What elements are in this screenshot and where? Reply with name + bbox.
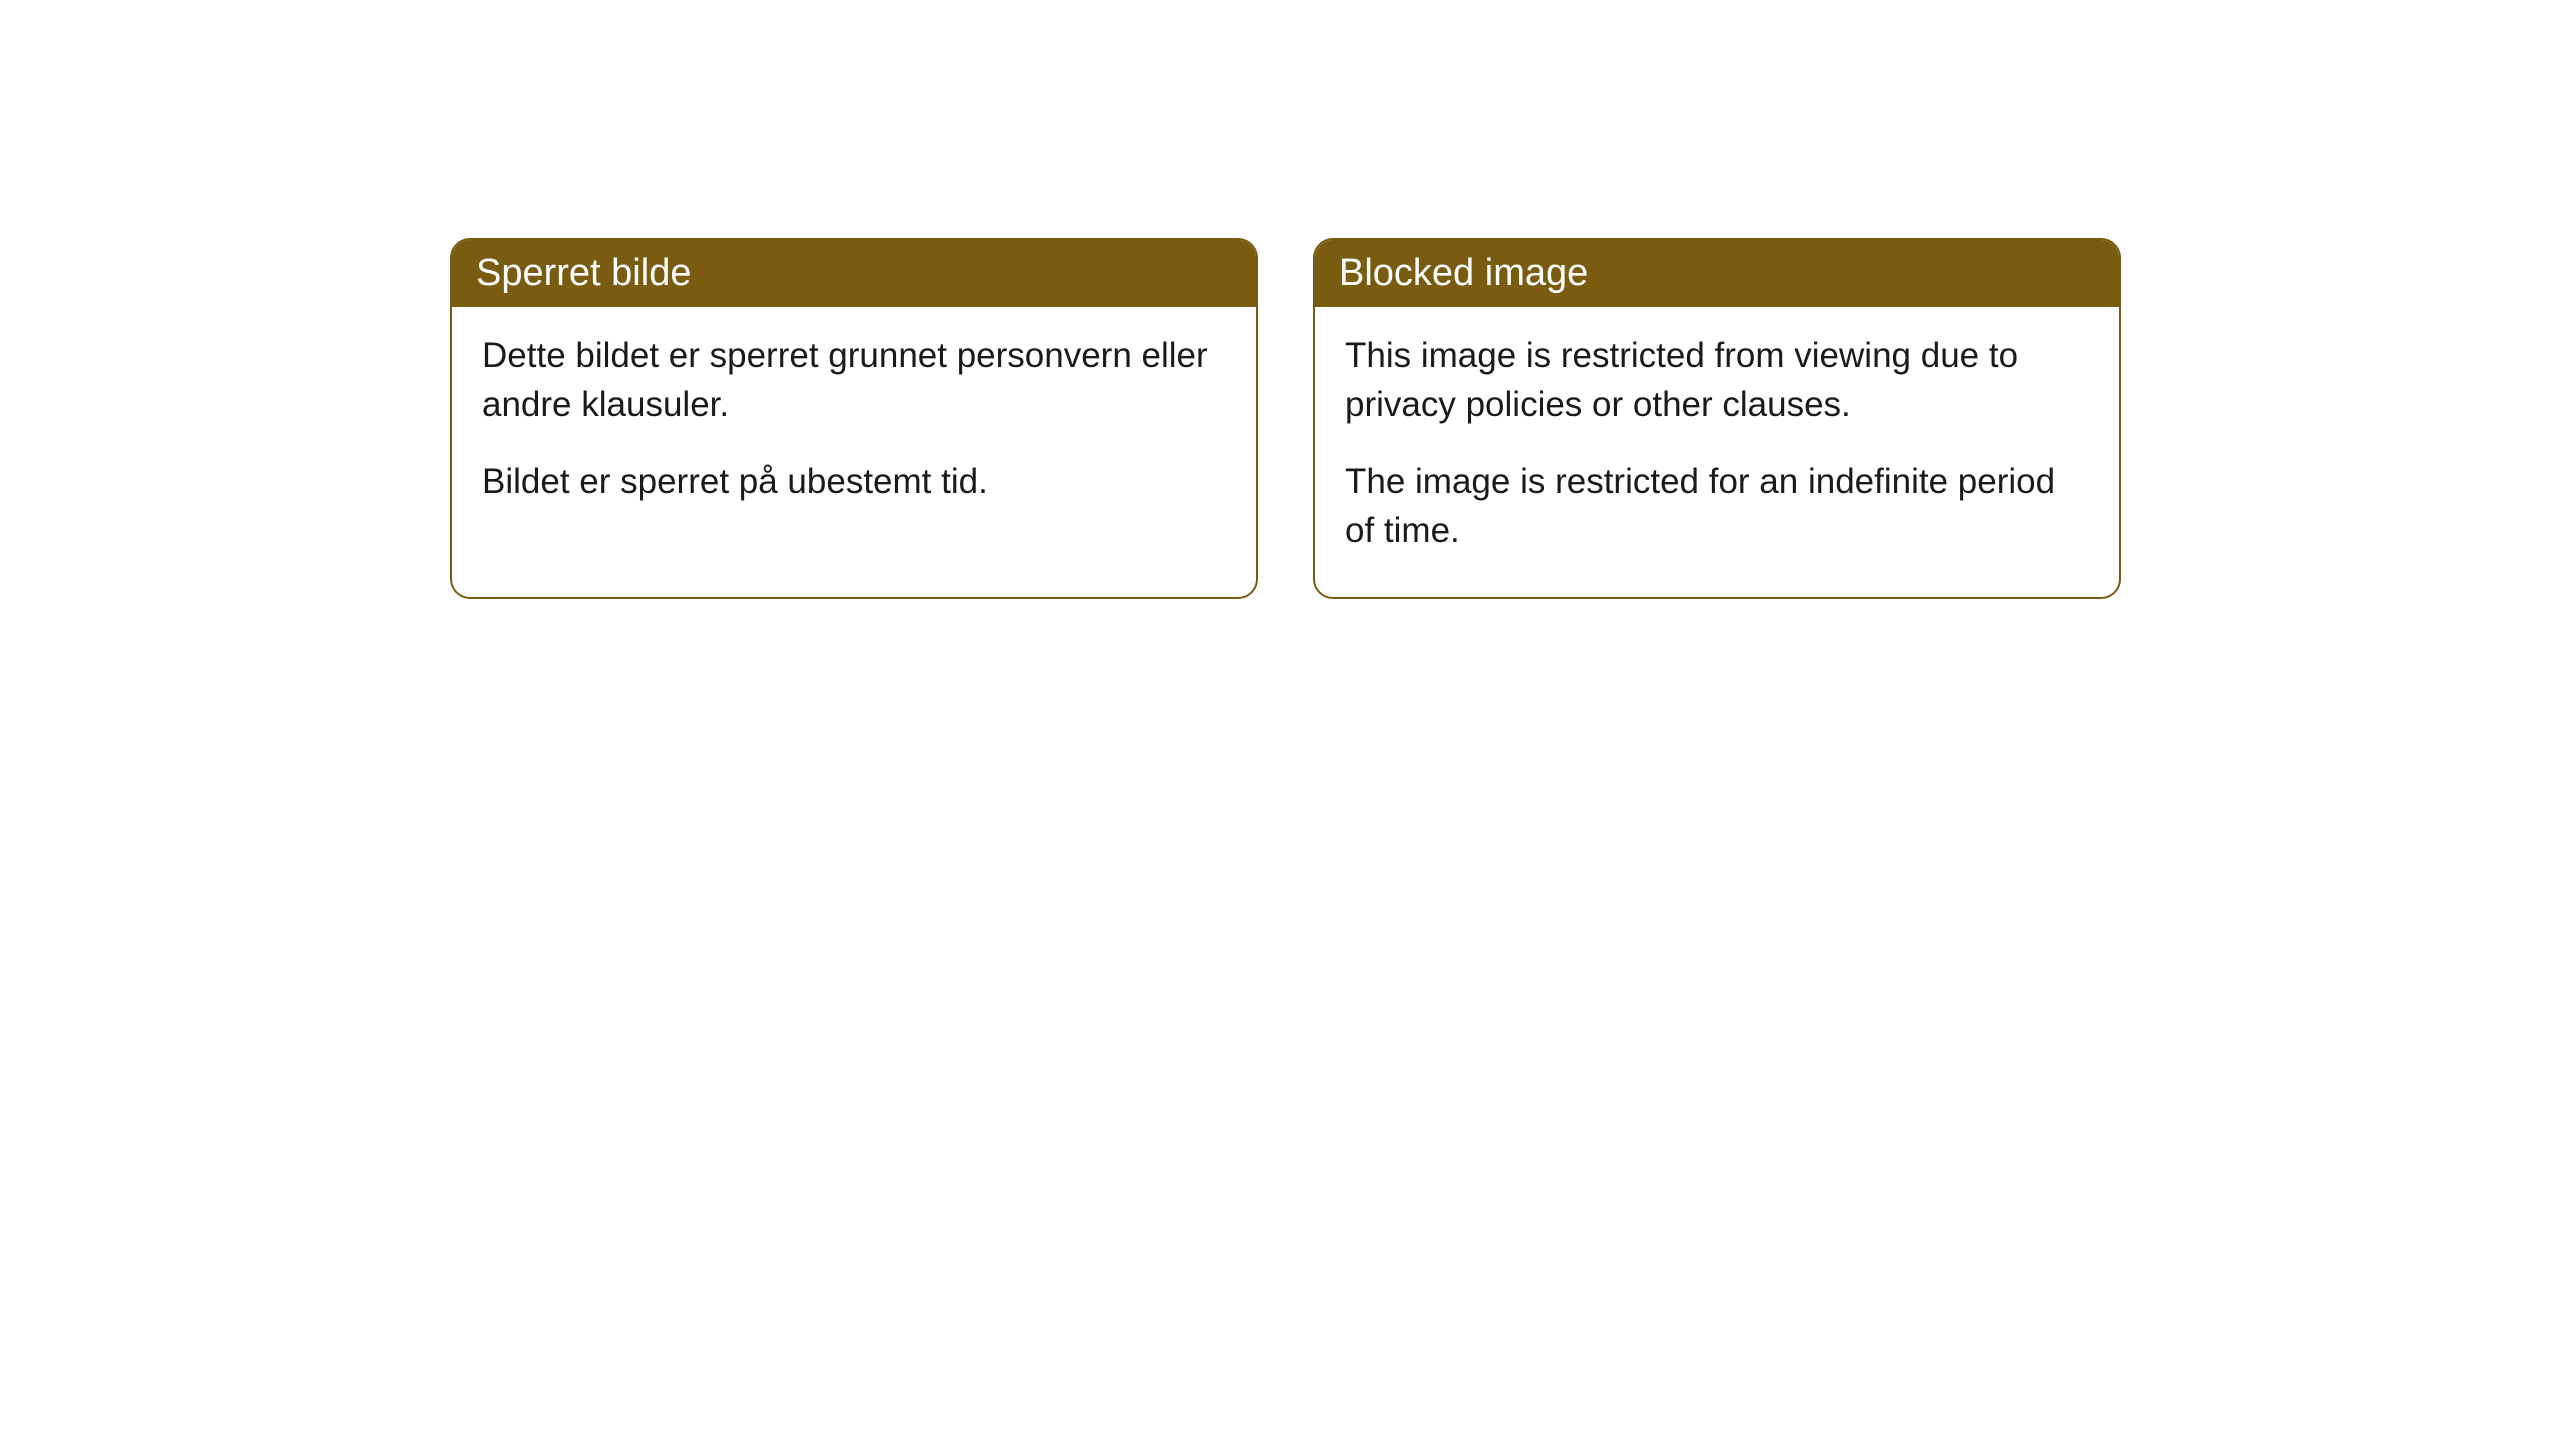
card-paragraph: Bildet er sperret på ubestemt tid. (482, 457, 1226, 506)
card-paragraph: Dette bildet er sperret grunnet personve… (482, 331, 1226, 429)
card-body-english: This image is restricted from viewing du… (1315, 307, 2119, 597)
card-title: Sperret bilde (476, 252, 691, 294)
card-title: Blocked image (1339, 252, 1588, 294)
card-header-english: Blocked image (1315, 240, 2119, 307)
blocked-image-notice-norwegian: Sperret bilde Dette bildet er sperret gr… (450, 238, 1258, 599)
card-header-norwegian: Sperret bilde (452, 240, 1256, 307)
card-body-norwegian: Dette bildet er sperret grunnet personve… (452, 307, 1256, 548)
card-paragraph: This image is restricted from viewing du… (1345, 331, 2089, 429)
blocked-image-notice-english: Blocked image This image is restricted f… (1313, 238, 2121, 599)
card-paragraph: The image is restricted for an indefinit… (1345, 457, 2089, 555)
notice-cards-container: Sperret bilde Dette bildet er sperret gr… (450, 238, 2121, 599)
